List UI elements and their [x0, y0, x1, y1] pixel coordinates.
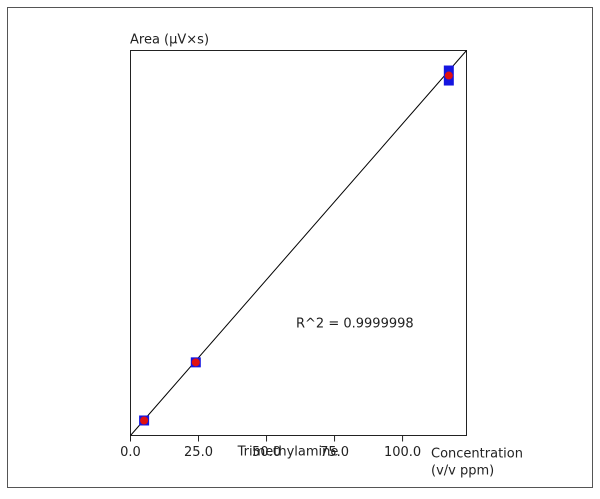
x-tick-label: 75.0	[320, 445, 349, 460]
square-marker	[443, 65, 454, 76]
x-tick-label: 25.0	[184, 445, 213, 460]
square-marker	[443, 75, 454, 86]
x-tick-label: 100.0	[384, 445, 421, 460]
dot-marker	[140, 416, 149, 425]
x-tick-label: 50.0	[252, 445, 281, 460]
fit-line	[130, 50, 467, 436]
y-axis-label: Area (µV×s)	[130, 33, 209, 48]
frame	[7, 7, 593, 488]
x-unit-label: (v/v ppm)	[431, 464, 494, 479]
dot-marker	[444, 71, 453, 80]
plot-area	[130, 50, 467, 436]
x-tick-label: 0.0	[120, 445, 141, 460]
x-unit-label: Concentration	[431, 447, 523, 462]
annotation: R^2 = 0.9999998	[296, 317, 414, 332]
x-axis-label: Trimethylamine	[237, 445, 339, 460]
dot-marker	[191, 358, 200, 367]
